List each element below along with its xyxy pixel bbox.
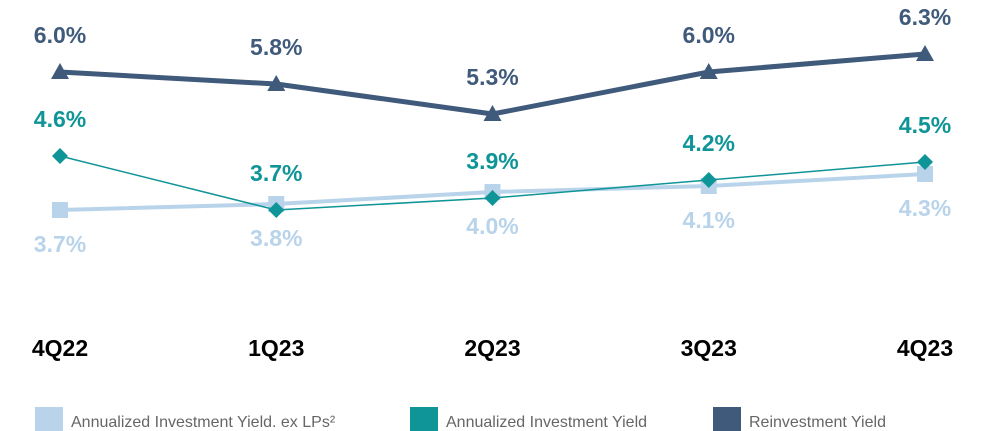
value-label: 4.0%: [466, 213, 518, 239]
value-label: 3.8%: [250, 225, 302, 251]
legend-label: Annualized Investment Yield: [446, 414, 647, 431]
value-label: 4.6%: [34, 106, 86, 132]
marker: [267, 75, 286, 91]
marker: [917, 154, 933, 170]
x-tick-label: 4Q23: [897, 335, 953, 361]
legend-label: Reinvestment Yield: [749, 414, 886, 431]
value-label: 5.3%: [466, 64, 518, 90]
value-label: 4.1%: [683, 207, 735, 233]
value-label: 4.5%: [899, 112, 951, 138]
x-tick-label: 3Q23: [681, 335, 737, 361]
legend-swatch: [713, 407, 741, 431]
marker: [917, 166, 933, 182]
value-label: 3.7%: [250, 160, 302, 186]
x-tick-label: 2Q23: [464, 335, 520, 361]
marker: [699, 63, 718, 79]
marker: [268, 202, 285, 218]
value-label: 3.9%: [466, 148, 518, 174]
value-label: 4.3%: [899, 195, 951, 221]
value-label: 6.0%: [683, 22, 735, 48]
marker: [483, 105, 502, 121]
marker: [484, 190, 501, 206]
legend-swatch: [35, 407, 63, 431]
marker: [700, 172, 717, 188]
marker: [916, 45, 934, 61]
value-label: 6.0%: [34, 22, 86, 48]
legend-label: Annualized Investment Yield. ex LPs²: [71, 414, 336, 431]
x-tick-label: 4Q22: [32, 335, 88, 361]
value-label: 5.8%: [250, 34, 302, 60]
legend-swatch: [410, 407, 438, 431]
value-label: 3.7%: [34, 231, 86, 257]
marker: [52, 148, 68, 164]
value-label: 6.3%: [899, 4, 951, 30]
marker: [52, 202, 68, 218]
value-label: 4.2%: [683, 130, 735, 156]
x-tick-label: 1Q23: [248, 335, 304, 361]
marker: [51, 63, 69, 79]
